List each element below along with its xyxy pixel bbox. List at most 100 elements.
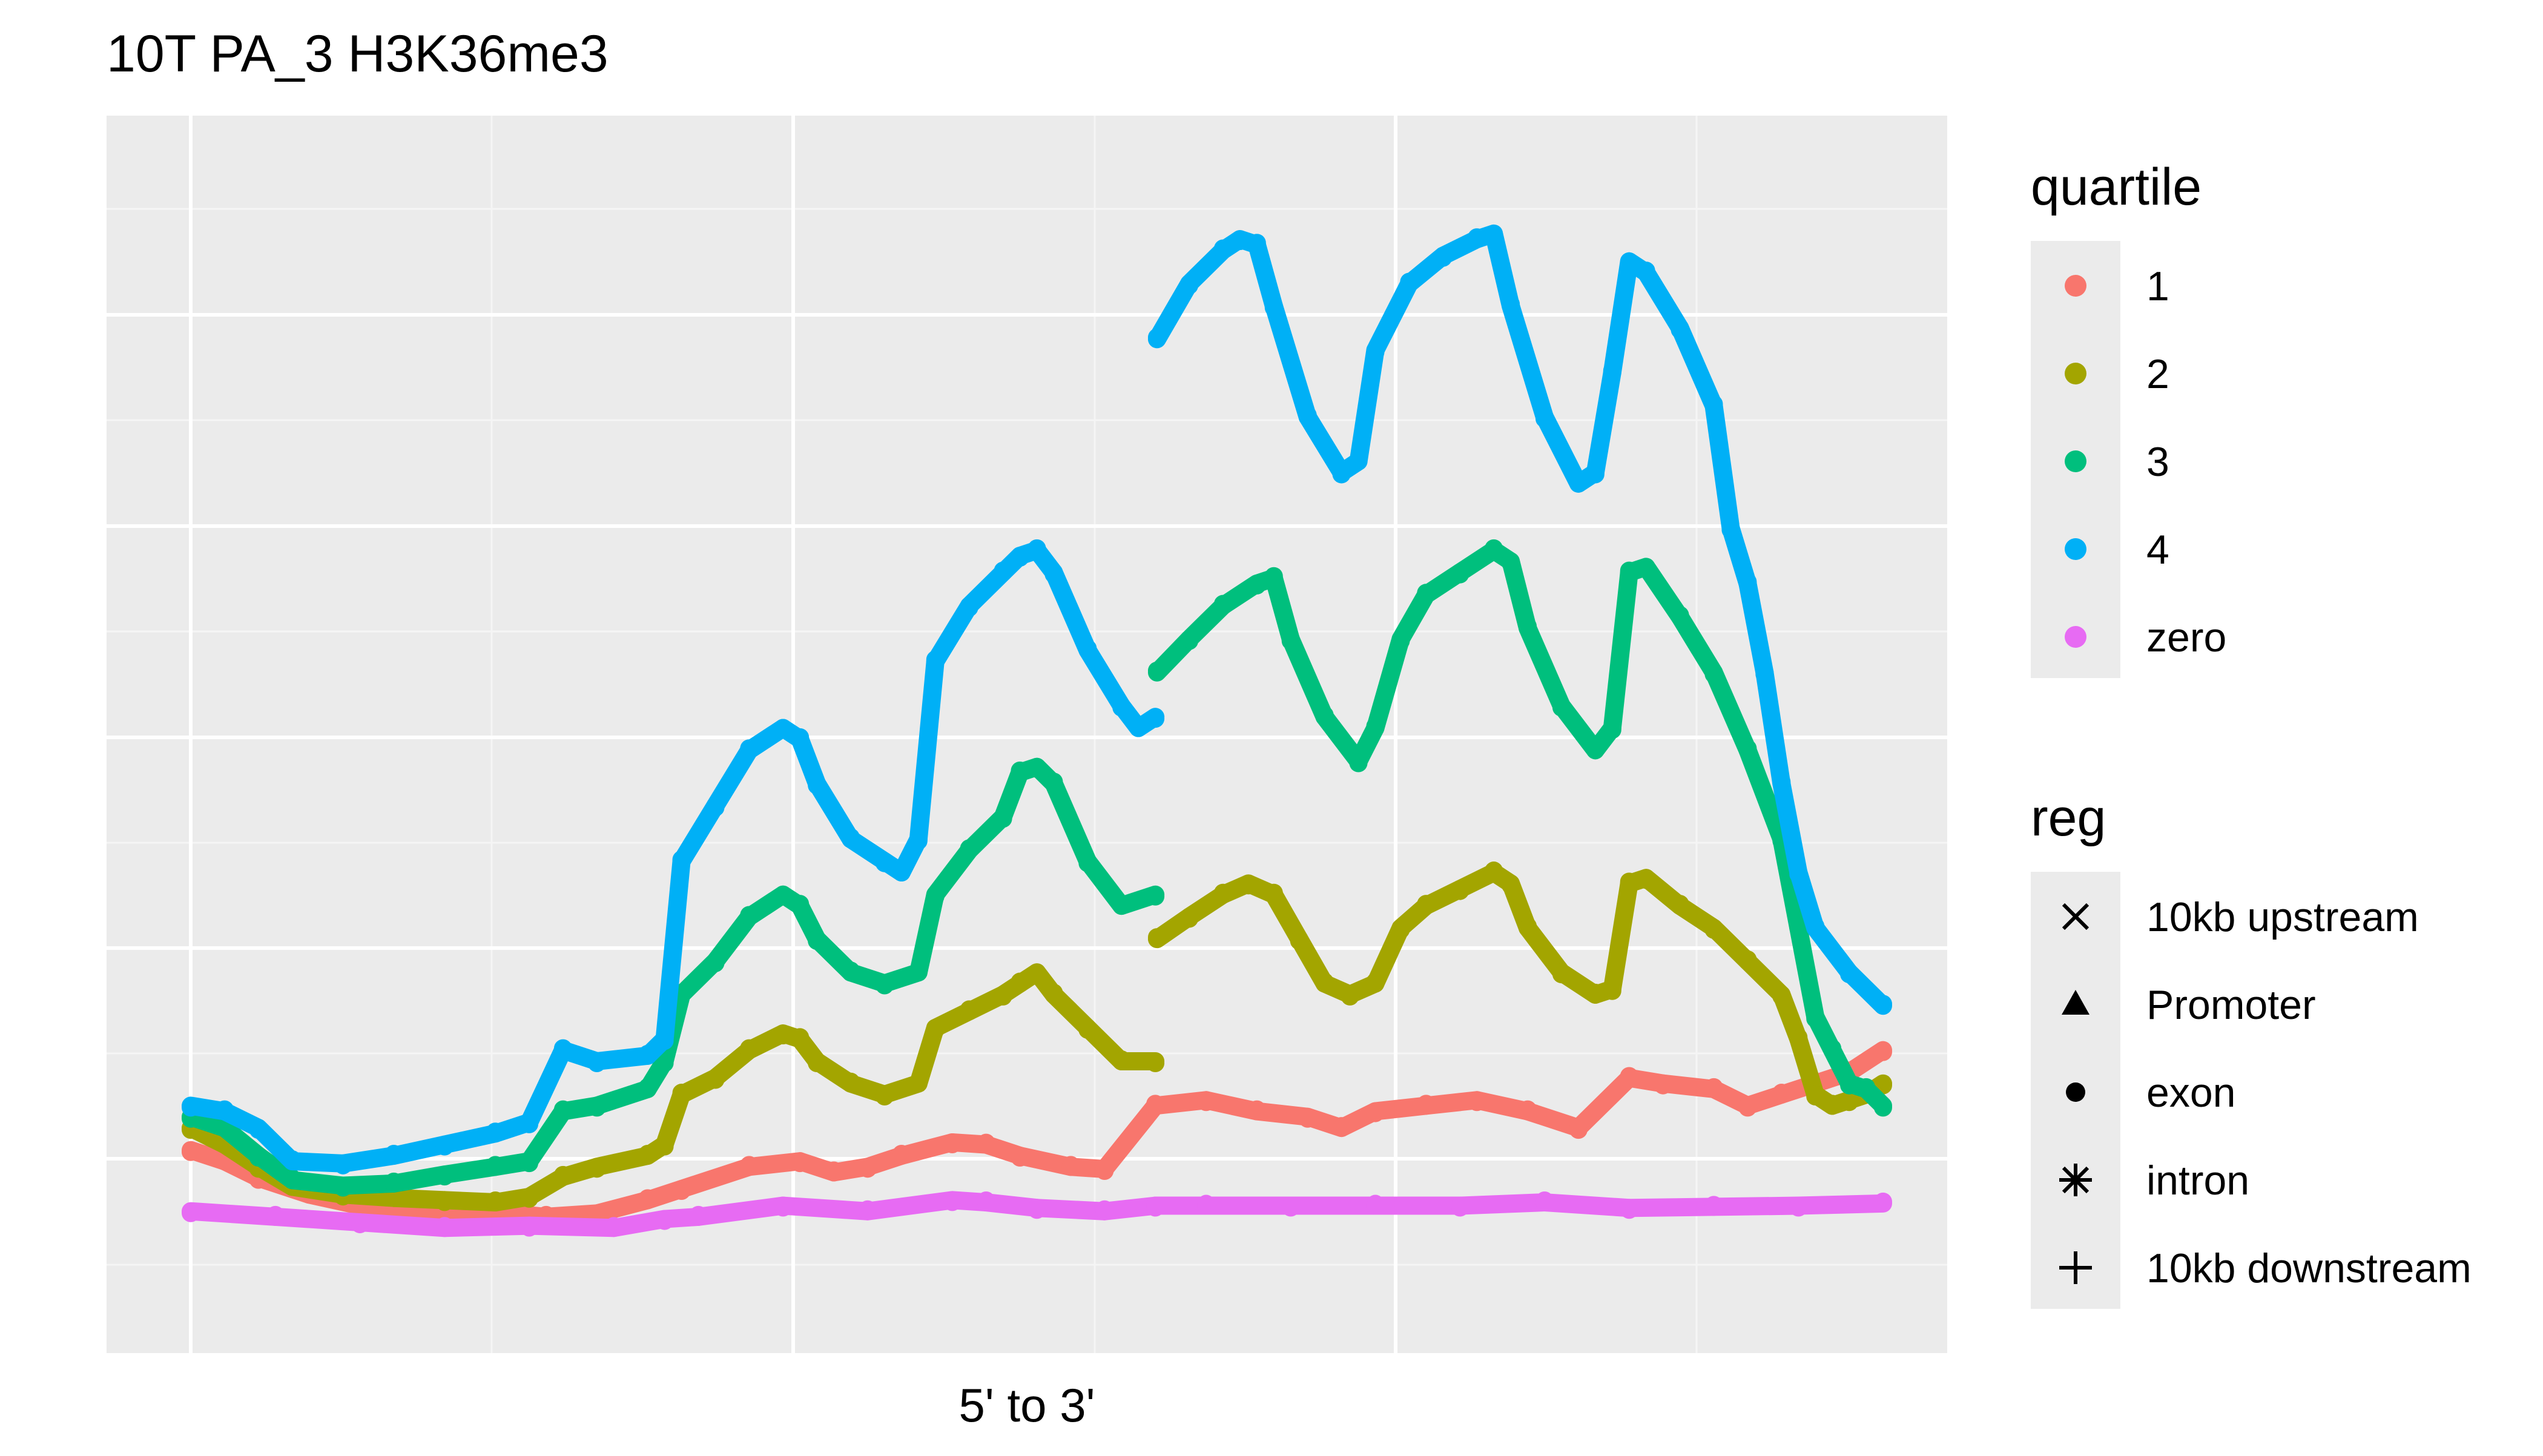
- legend-label: exon: [2146, 1070, 2235, 1116]
- series-4: [182, 224, 1892, 1174]
- series-segment: [1349, 341, 1385, 471]
- series-segment: [655, 852, 691, 1049]
- series-segment: [1451, 1193, 1554, 1215]
- series-segment: [182, 1202, 285, 1226]
- legend-shape-circle: [2066, 1082, 2085, 1102]
- series-segment: [1603, 874, 1638, 998]
- series-segment: [1840, 1041, 1892, 1082]
- legend-label: intron: [2146, 1158, 2249, 1204]
- series-segment: [1671, 318, 1723, 415]
- legend-label: 10kb downstream: [2146, 1245, 2472, 1291]
- series-zero: [182, 1191, 1892, 1237]
- series-segment: [1027, 1199, 1114, 1220]
- series-segment: [672, 796, 725, 871]
- series-segment: [520, 1041, 572, 1132]
- legend: quartile 1 2 3 4 zero reg 10kb upstream Promoter…: [2031, 158, 2472, 1309]
- series-segment: [1721, 519, 1757, 593]
- series-segment: [1569, 1069, 1638, 1138]
- series-segment: [1857, 1079, 1892, 1115]
- series-segment: [1789, 863, 1825, 937]
- legend-label: 3: [2146, 439, 2169, 485]
- series-segment: [1366, 274, 1419, 360]
- series-segment: [1789, 1194, 1892, 1215]
- series-segment: [1840, 963, 1892, 1015]
- series-segment: [1519, 619, 1571, 715]
- legend-title-quartile: quartile: [2031, 158, 2202, 216]
- series-segment: [1147, 274, 1199, 349]
- series-2: [182, 861, 1892, 1212]
- series-segment: [520, 1102, 572, 1171]
- series-segment: [1535, 1193, 1638, 1217]
- series-segment: [351, 1196, 437, 1219]
- legend-shape-triangle: [2062, 990, 2089, 1015]
- series-segment: [1772, 774, 1808, 882]
- legend-label: 1: [2146, 263, 2169, 309]
- series-segment: [1298, 407, 1351, 482]
- legend-label: 4: [2146, 527, 2169, 573]
- legend-shape-asterisk: [2059, 1164, 2092, 1196]
- legend-label: 2: [2146, 351, 2169, 397]
- series-segment: [926, 596, 978, 671]
- series-segment: [1044, 774, 1097, 871]
- series-segment: [1519, 918, 1571, 982]
- legend-label: 10kb upstream: [2146, 894, 2419, 940]
- series-segment: [1671, 608, 1723, 682]
- series-segment: [1112, 885, 1165, 915]
- legend-key-2: [2065, 363, 2086, 384]
- series-segment: [1366, 630, 1410, 737]
- series-segment: [1603, 563, 1638, 737]
- series-segment: [520, 1216, 623, 1237]
- series-segment: [1264, 568, 1300, 648]
- legend-title-reg: reg: [2031, 789, 2106, 847]
- series-segment: [1603, 252, 1638, 382]
- series-segment: [1247, 236, 1283, 315]
- series-segment: [266, 1207, 369, 1232]
- data-series: [182, 224, 1892, 1237]
- series-segment: [774, 1196, 877, 1220]
- series-segment: [1129, 708, 1165, 737]
- series-segment: [1078, 852, 1131, 915]
- legend-label: zero: [2146, 614, 2226, 660]
- series-segment: [672, 1158, 759, 1199]
- series-segment: [1755, 663, 1791, 793]
- series-segment: [1738, 741, 1791, 848]
- series-segment: [859, 1191, 961, 1220]
- series-segment: [1772, 830, 1808, 937]
- series-segment: [1078, 641, 1131, 715]
- legend-shape-x: [2062, 903, 2089, 931]
- series-segment: [1535, 407, 1588, 493]
- series-segment: [808, 774, 860, 848]
- series-segment: [1366, 918, 1410, 993]
- series-segment: [435, 1216, 538, 1237]
- series-segment: [1704, 397, 1740, 538]
- legend-key-4: [2065, 538, 2086, 560]
- series-segment: [909, 885, 945, 982]
- series-segment: [1264, 297, 1317, 426]
- series-segment: [1586, 363, 1621, 482]
- series-segment: [1704, 663, 1757, 760]
- series-segment: [1637, 558, 1689, 626]
- series-segment: [926, 841, 978, 904]
- chart-title: 10T PA_3 H3K36me3: [107, 25, 609, 83]
- series-segment: [418, 1201, 505, 1222]
- series-3: [182, 539, 1892, 1197]
- series-segment: [706, 741, 759, 815]
- series-segment: [1095, 1096, 1165, 1178]
- series-segment: [1485, 224, 1520, 315]
- series-segment: [1637, 263, 1689, 337]
- series-segment: [1502, 297, 1554, 426]
- series-segment: [1789, 1030, 1825, 1104]
- series-segment: [1620, 1197, 1723, 1217]
- series-segment: [689, 1196, 793, 1226]
- series-segment: [706, 908, 759, 970]
- series-segment: [909, 1018, 945, 1093]
- legend-label: Promoter: [2146, 982, 2316, 1028]
- series-segment: [909, 652, 945, 848]
- legend-shape-plus: [2059, 1251, 2092, 1284]
- series-segment: [351, 1213, 454, 1237]
- series-segment: [1806, 918, 1859, 982]
- series-segment: [1044, 563, 1097, 660]
- series-segment: [1502, 552, 1537, 637]
